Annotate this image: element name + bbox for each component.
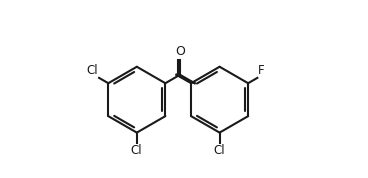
Text: O: O xyxy=(175,45,185,58)
Text: Cl: Cl xyxy=(130,144,142,157)
Text: Cl: Cl xyxy=(86,64,98,77)
Text: Cl: Cl xyxy=(214,144,226,157)
Text: F: F xyxy=(258,64,265,77)
